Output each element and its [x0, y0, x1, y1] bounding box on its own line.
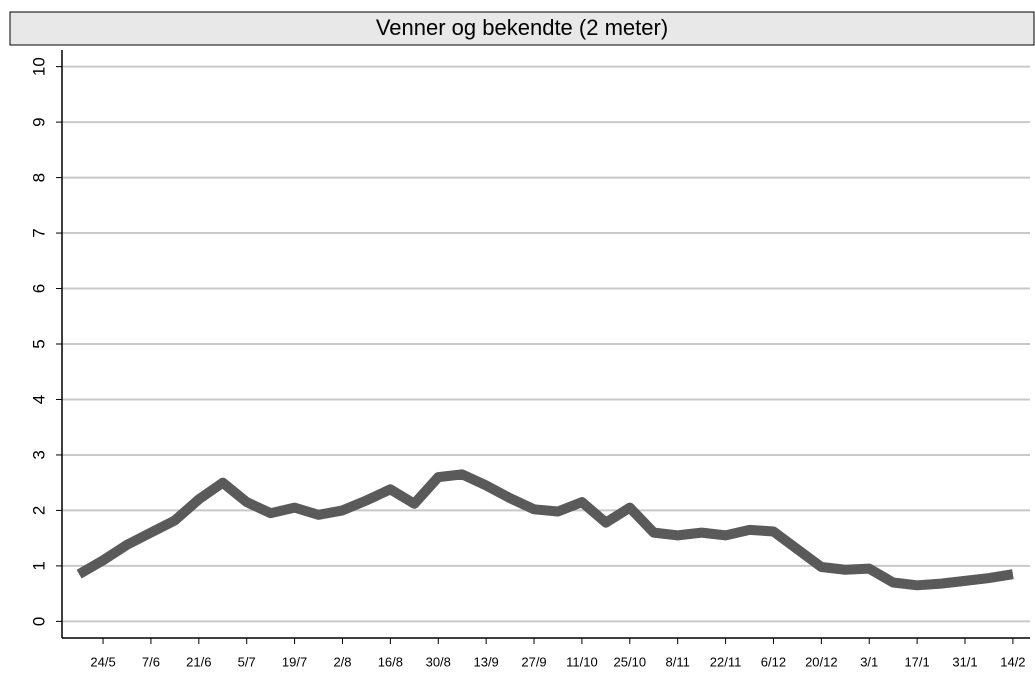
x-tick-label: 24/5 [90, 654, 115, 669]
x-tick-label: 31/1 [952, 654, 977, 669]
x-tick-label: 2/8 [333, 654, 351, 669]
x-tick-label: 17/1 [904, 654, 929, 669]
x-tick-label: 19/7 [282, 654, 307, 669]
y-tick-label: 6 [29, 284, 48, 293]
chart-title: Venner og bekendte (2 meter) [376, 15, 668, 40]
y-tick-label: 1 [29, 561, 48, 570]
x-tick-label: 14/2 [1000, 654, 1025, 669]
x-tick-label: 22/11 [710, 654, 742, 669]
y-tick-label: 10 [29, 57, 48, 76]
y-tick-label: 3 [29, 450, 48, 459]
x-tick-label: 20/12 [805, 654, 838, 669]
x-tick-label: 25/10 [614, 654, 647, 669]
y-tick-label: 0 [29, 617, 48, 626]
data-line [76, 469, 1014, 591]
x-tick-label: 11/10 [566, 654, 598, 669]
x-tick-label: 5/7 [238, 654, 256, 669]
y-tick-label: 2 [29, 506, 48, 515]
x-tick-label: 7/6 [142, 654, 160, 669]
x-tick-label: 8/11 [666, 654, 690, 669]
y-tick-label: 8 [29, 173, 48, 182]
title-bar [9, 11, 1035, 46]
x-tick-label: 16/8 [378, 654, 403, 669]
x-tick-label: 21/6 [186, 654, 211, 669]
y-tick-label: 4 [29, 395, 48, 404]
x-tick-label: 3/1 [860, 654, 878, 669]
x-tick-label: 13/9 [473, 654, 498, 669]
y-tick-label: 5 [29, 339, 48, 348]
x-tick-label: 30/8 [426, 654, 451, 669]
x-tick-label: 27/9 [521, 654, 546, 669]
x-tick-label: 6/12 [761, 654, 786, 669]
y-tick-label: 7 [29, 228, 48, 237]
y-tick-label: 9 [29, 117, 48, 126]
